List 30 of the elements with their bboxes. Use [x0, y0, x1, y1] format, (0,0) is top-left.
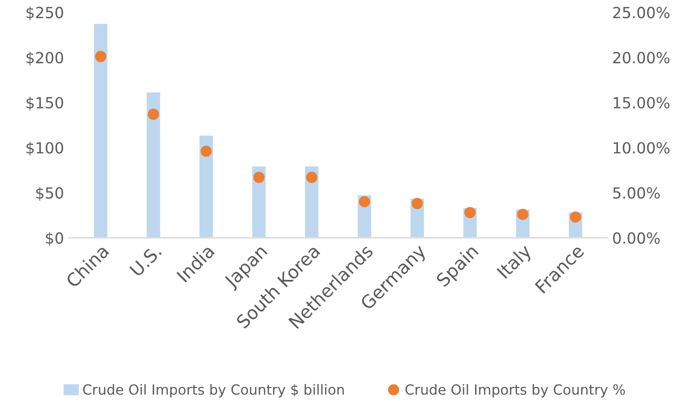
point: [570, 211, 582, 223]
y2-tick-label: 15.00%: [614, 96, 670, 109]
y2-tick-label: 5.00%: [613, 187, 660, 199]
bar: [92, 22, 109, 238]
point: [517, 208, 528, 220]
y-tick-label: $50: [36, 186, 64, 201]
point: [200, 146, 212, 157]
point: [95, 50, 106, 62]
y2-tick-label: 20.00%: [613, 52, 670, 64]
x-tick-label: U.S.: [129, 244, 162, 277]
point: [306, 172, 318, 183]
y2-tick-label: 0.00%: [613, 232, 660, 244]
point: [464, 206, 476, 218]
legend-label: Crude Oil Imports by Country %: [405, 384, 625, 398]
y-tick-label: $100: [26, 142, 64, 156]
y-tick-label: $0: [46, 232, 64, 246]
bar: [304, 164, 320, 238]
bar: [145, 90, 162, 238]
y-tick-label: $150: [26, 96, 64, 111]
bar: [250, 164, 268, 238]
point: [148, 108, 160, 120]
y2-tick-label: 10.00%: [614, 142, 670, 154]
legend-label: Crude Oil Imports by Country $ billion: [83, 384, 344, 398]
y2-tick-label: 25.00%: [613, 6, 670, 18]
point: [412, 198, 423, 210]
point: [358, 196, 370, 208]
y-tick-label: $200: [26, 52, 64, 66]
y-tick-label: $250: [26, 6, 64, 20]
bar: [198, 134, 214, 238]
point: [253, 172, 265, 183]
